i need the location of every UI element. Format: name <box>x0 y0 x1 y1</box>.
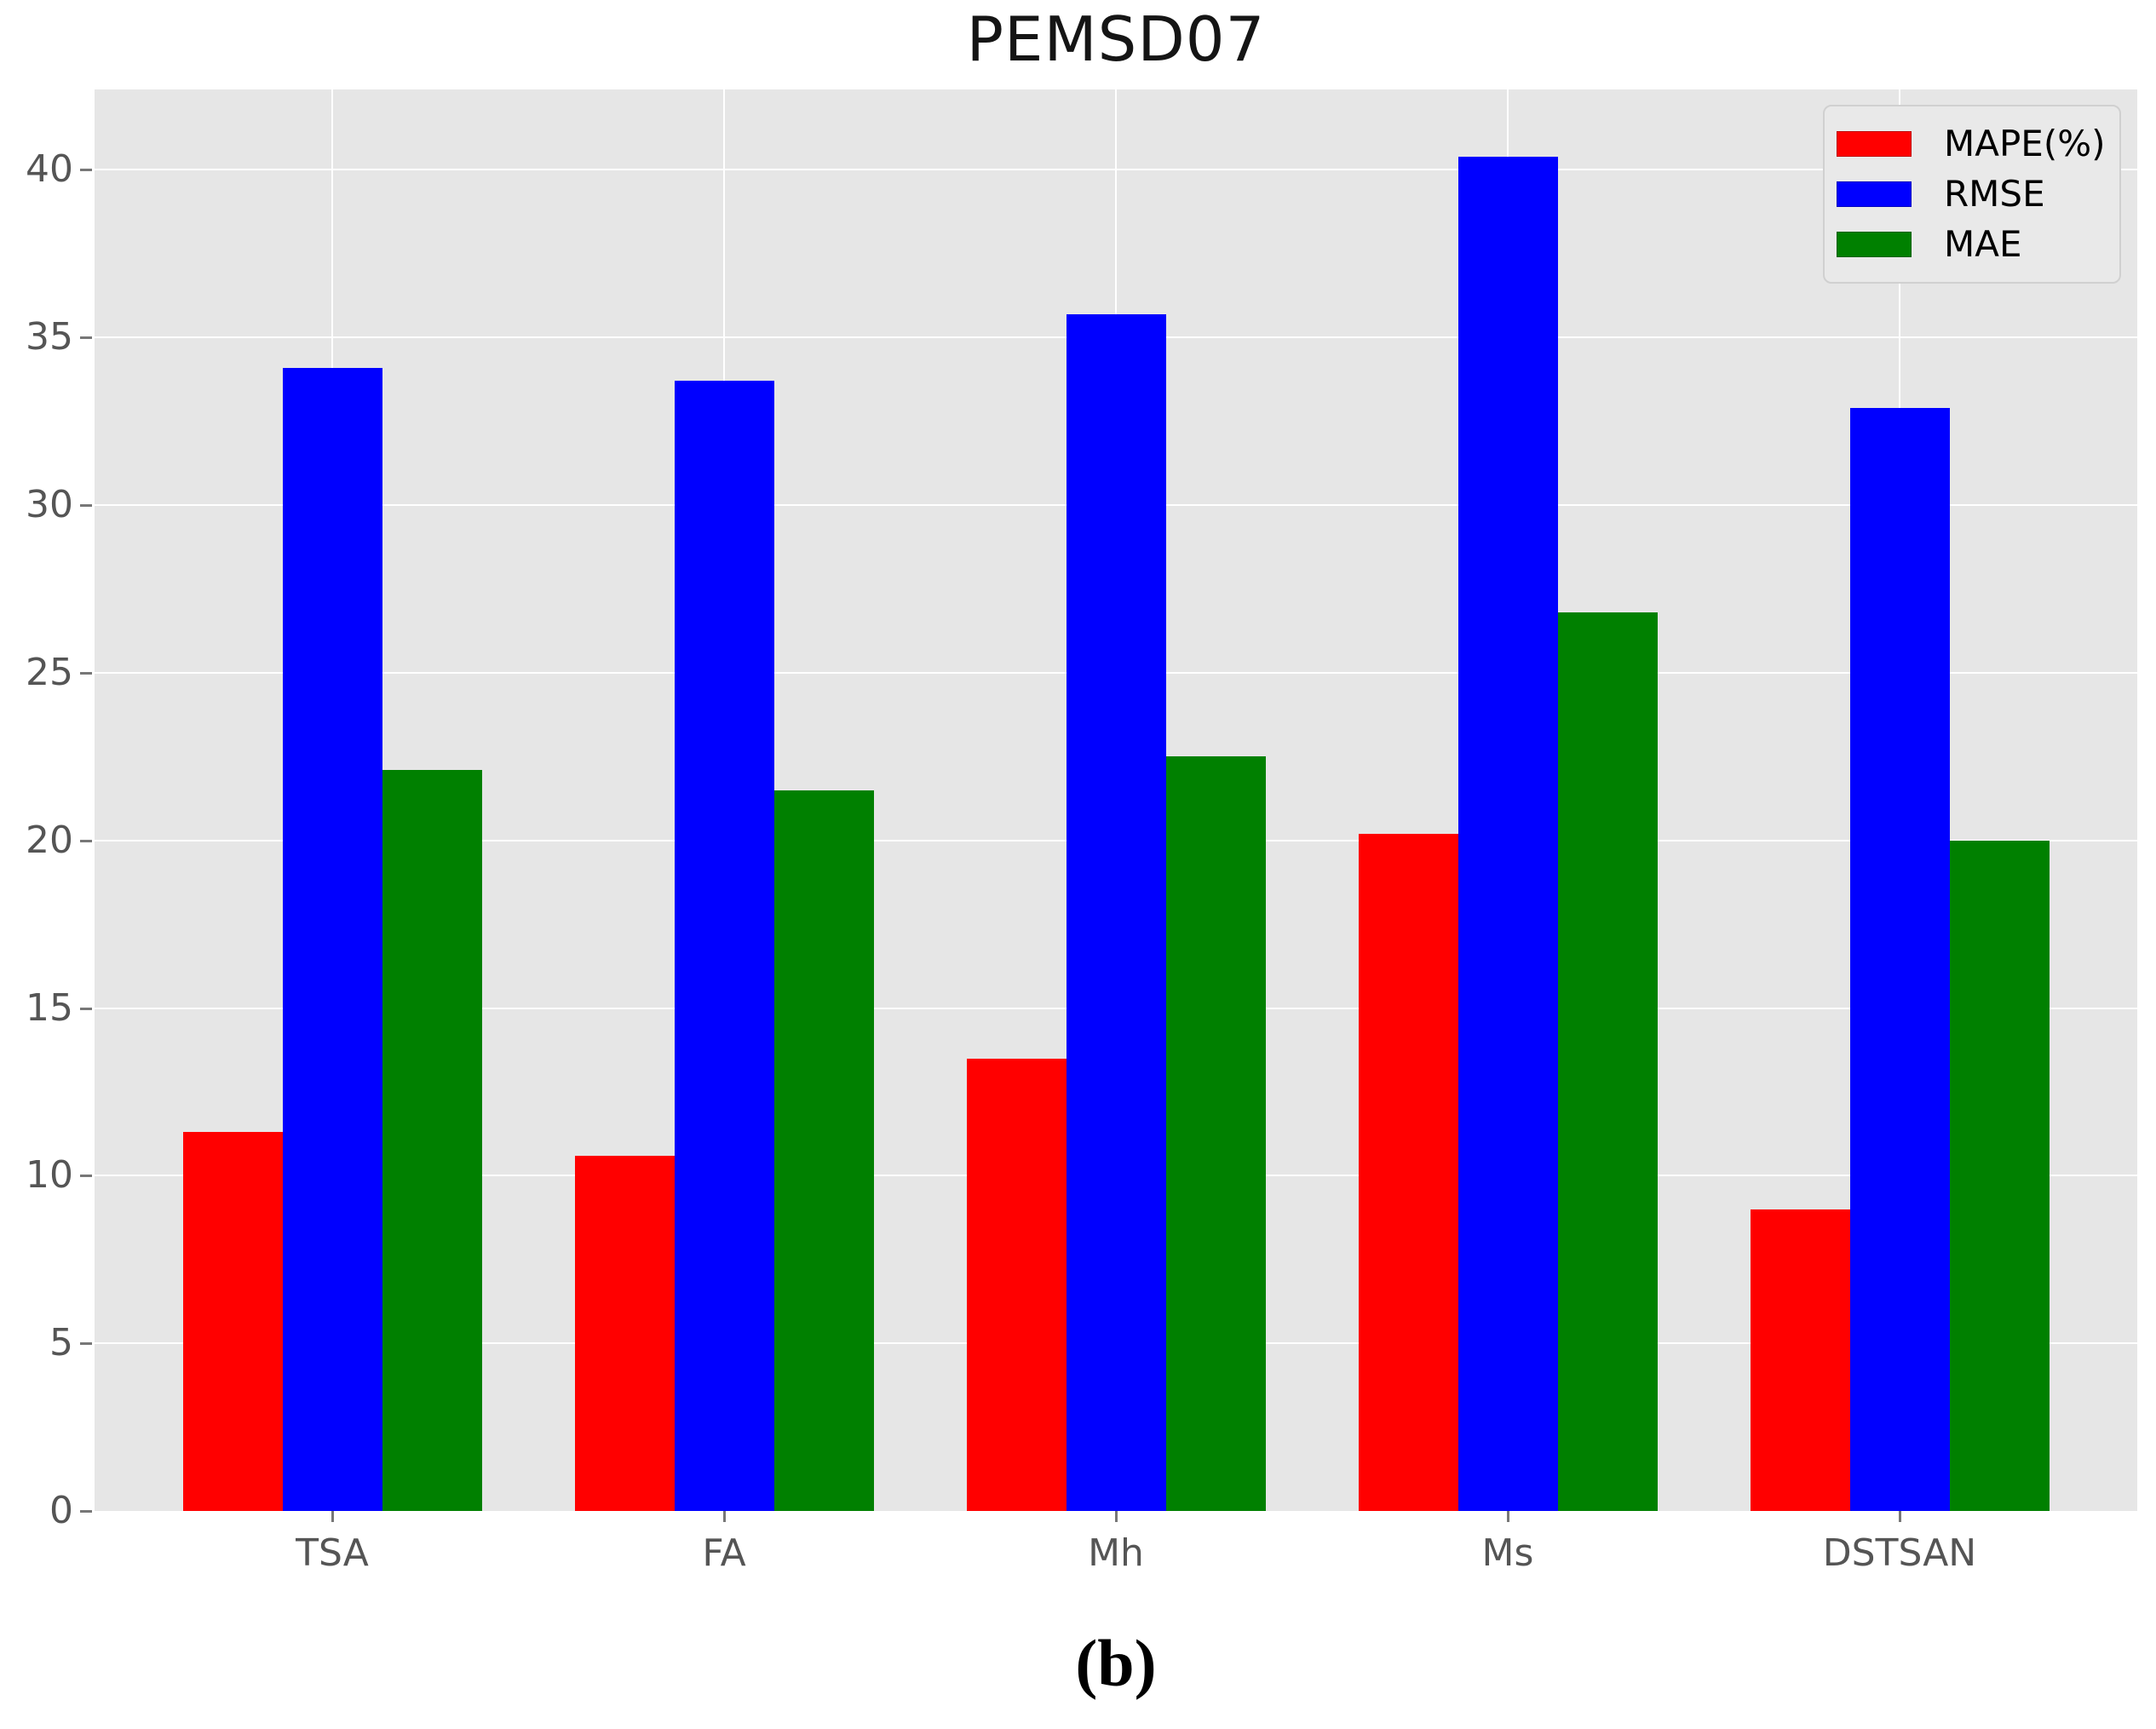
bar-rmse-dstsan <box>1850 408 1950 1511</box>
y-tick-label: 15 <box>26 985 73 1030</box>
x-tick-label: Mh <box>1088 1531 1144 1575</box>
legend-label: MAPE(%) <box>1944 123 2106 164</box>
x-tick-mark-icon <box>1507 1511 1509 1522</box>
legend: MAPE(%) RMSE MAE <box>1823 105 2121 284</box>
bar-mae-tsa <box>382 770 482 1511</box>
bar-mape-mh <box>967 1059 1067 1511</box>
x-tick-mark-icon <box>1899 1511 1901 1522</box>
y-tick-label: 5 <box>49 1321 73 1365</box>
x-tick-label: Ms <box>1481 1531 1534 1575</box>
y-tick-label: 20 <box>26 818 73 862</box>
bar-mape-dstsan <box>1751 1209 1850 1511</box>
x-tick-mark-icon <box>723 1511 726 1522</box>
legend-swatch-mae <box>1837 232 1912 257</box>
y-tick-mark-icon <box>80 1007 92 1010</box>
bar-mape-fa <box>575 1156 675 1511</box>
figure-caption: (b) <box>1075 1626 1157 1700</box>
y-tick-label: 30 <box>26 483 73 527</box>
y-tick-label: 10 <box>26 1153 73 1198</box>
y-tick-label: 25 <box>26 650 73 694</box>
legend-item: RMSE <box>1825 176 2119 212</box>
x-tick-mark-icon <box>1115 1511 1118 1522</box>
legend-label: MAE <box>1944 223 2022 265</box>
x-tick-label: DSTSAN <box>1822 1531 1977 1575</box>
bar-mae-dstsan <box>1950 841 2050 1511</box>
plot-area: MAPE(%) RMSE MAE <box>95 89 2137 1511</box>
y-tick-mark-icon <box>80 504 92 508</box>
bar-mae-fa <box>774 790 874 1511</box>
x-tick-label: TSA <box>296 1531 369 1575</box>
bar-mape-ms <box>1359 834 1458 1511</box>
y-tick-mark-icon <box>80 1342 92 1346</box>
bar-rmse-ms <box>1458 157 1558 1511</box>
chart-title: PEMSD07 <box>966 3 1266 75</box>
y-tick-label: 0 <box>49 1489 73 1532</box>
y-tick-label: 40 <box>26 147 73 192</box>
y-tick-mark-icon <box>80 336 92 340</box>
bar-rmse-mh <box>1067 314 1166 1511</box>
y-tick-mark-icon <box>80 839 92 842</box>
bar-rmse-fa <box>675 381 774 1511</box>
bar-mae-ms <box>1558 612 1658 1511</box>
y-tick-mark-icon <box>80 169 92 172</box>
y-tick-mark-icon <box>80 671 92 675</box>
bar-mape-tsa <box>183 1132 283 1511</box>
y-tick-mark-icon <box>80 1175 92 1178</box>
x-tick-mark-icon <box>331 1511 334 1522</box>
legend-item: MAPE(%) <box>1825 126 2119 162</box>
bar-rmse-tsa <box>283 368 382 1511</box>
y-tick-mark-icon <box>80 1510 92 1513</box>
bar-mae-mh <box>1166 756 1266 1511</box>
legend-swatch-rmse <box>1837 181 1912 207</box>
x-tick-label: FA <box>702 1531 746 1575</box>
legend-swatch-mape <box>1837 131 1912 157</box>
legend-item: MAE <box>1825 227 2119 262</box>
legend-label: RMSE <box>1944 173 2045 215</box>
y-tick-label: 35 <box>26 315 73 359</box>
